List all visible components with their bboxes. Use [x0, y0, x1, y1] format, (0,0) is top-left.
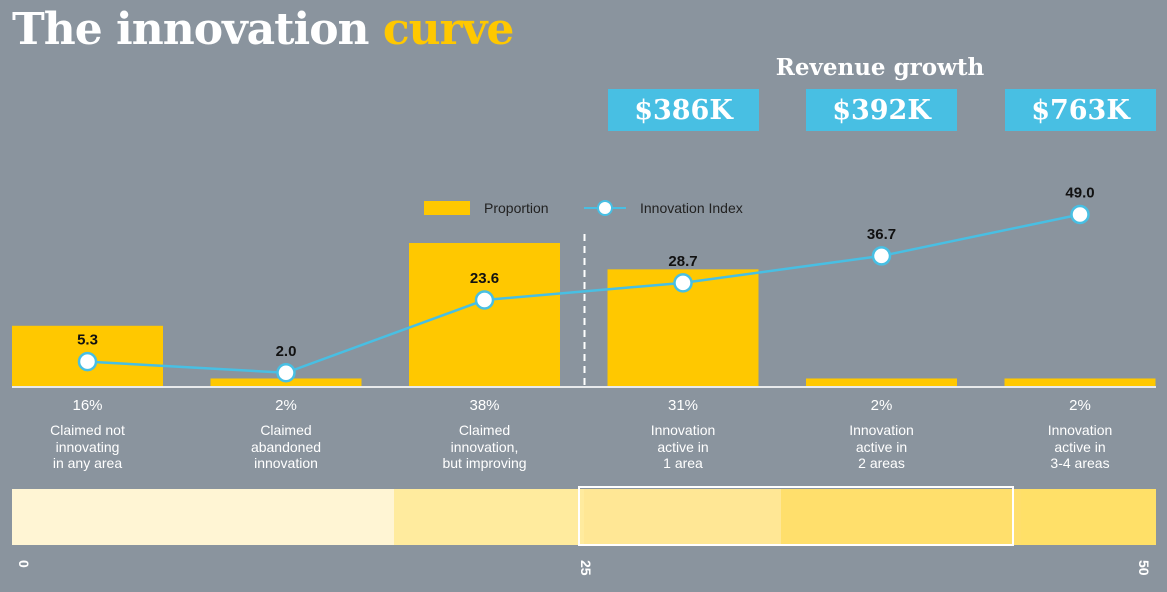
scale-segment-0 — [12, 489, 395, 545]
index-point-0 — [77, 351, 98, 372]
legend-index-label: Innovation Index — [640, 200, 743, 216]
index-label-3: 28.7 — [668, 253, 697, 270]
index-label-1: 2.0 — [276, 343, 297, 360]
scale-tick-0: 0 — [16, 560, 32, 568]
proportion-label-3: 31% — [667, 397, 699, 414]
legend-proportion: Proportion — [424, 200, 549, 216]
innovation-scale-band — [12, 489, 1156, 545]
proportion-label-4: 2% — [870, 397, 893, 414]
category-label-2: Claimed innovation, but improving — [442, 422, 527, 471]
index-label-0: 5.3 — [77, 332, 98, 349]
active-innovation-highlight — [578, 486, 1014, 546]
index-label-2: 23.6 — [470, 270, 499, 287]
revenue-growth-title: Revenue growth — [775, 54, 985, 81]
category-label-0: Claimed not innovating in any area — [50, 422, 125, 471]
scale-segment-4 — [1020, 489, 1156, 545]
legend-line-swatch — [584, 200, 626, 216]
proportion-label-0: 16% — [72, 397, 103, 414]
chart-title: The innovation curve — [12, 4, 515, 55]
bar-4 — [806, 378, 957, 386]
legend-innovation-index: Innovation Index — [584, 200, 743, 216]
index-line — [87, 213, 1081, 375]
index-label-4: 36.7 — [867, 226, 896, 243]
proportion-label-2: 38% — [469, 397, 500, 414]
revenue-box-3-4-areas: $763K — [1005, 89, 1156, 131]
index-point-4 — [871, 246, 892, 266]
scale-segment-3 — [780, 489, 1021, 545]
innovation-chart: 5.3 2.0 23.6 28.7 36.7 49.0 — [12, 185, 1156, 388]
legend-bar-swatch — [424, 201, 470, 215]
scale-segment-1 — [394, 489, 584, 545]
revenue-box-1-area: $386K — [608, 89, 759, 131]
index-point-5 — [1070, 204, 1090, 225]
scale-tick-50: 50 — [1136, 560, 1152, 576]
title-main: The innovation — [12, 4, 370, 55]
bar-5 — [1004, 378, 1156, 386]
revenue-box-2-areas: $392K — [806, 89, 957, 131]
bar-2 — [409, 243, 560, 386]
proportion-label-1: 2% — [275, 397, 297, 414]
legend-proportion-label: Proportion — [484, 200, 549, 216]
index-point-2 — [474, 290, 495, 310]
category-label-5: Innovation active in 3-4 areas — [1047, 422, 1113, 471]
proportion-label-5: 2% — [1069, 397, 1091, 414]
category-label-4: Innovation active in 2 areas — [849, 422, 914, 471]
category-label-3: Innovation active in 1 area — [650, 422, 716, 471]
index-point-3 — [673, 273, 693, 293]
category-label-1: Claimed abandoned innovation — [250, 422, 322, 471]
index-label-5: 49.0 — [1065, 185, 1094, 202]
scale-tick-25: 25 — [578, 560, 594, 576]
index-point-1 — [276, 363, 296, 383]
title-highlight: curve — [382, 4, 515, 55]
scale-segment-2 — [583, 489, 781, 545]
